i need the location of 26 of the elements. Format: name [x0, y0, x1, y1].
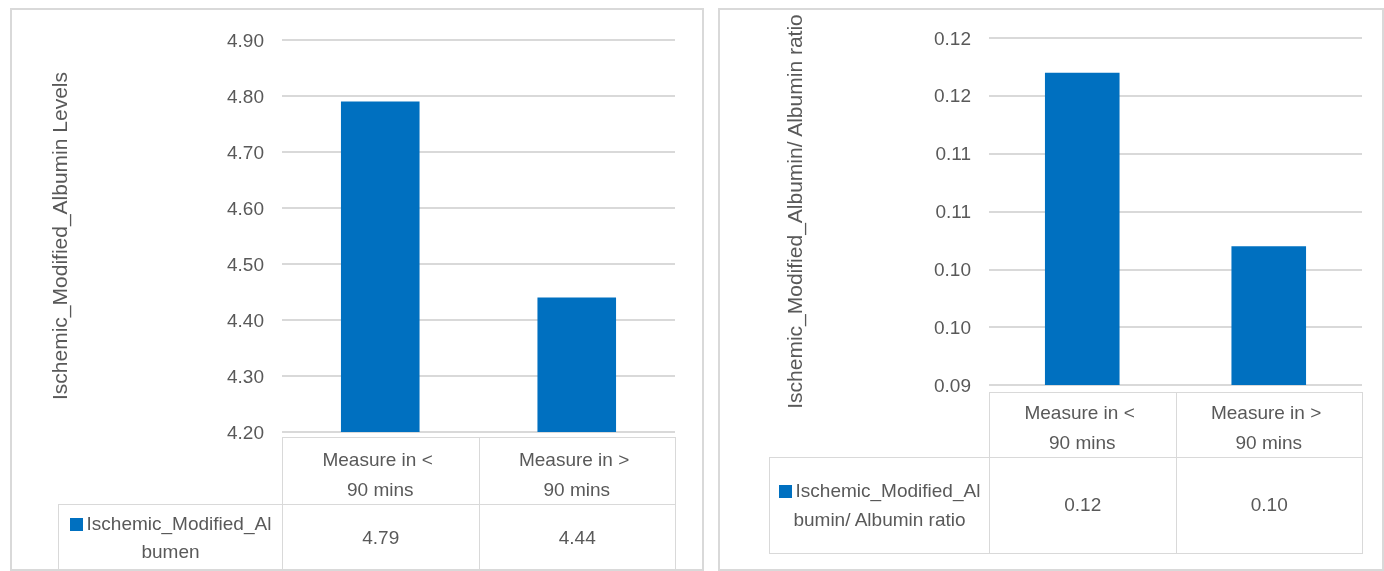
x-tick-label: Measure in > 90 mins — [1210, 401, 1327, 453]
legend-label: Ischemic_Modified_Albumen — [85, 511, 273, 564]
legend-label: Ischemic_Modified_Albumin/ Albumin ratio — [792, 479, 982, 532]
y-axis-title: Ischemic_Modified_Albumin/ Albumin ratio — [782, 14, 807, 409]
y-tick-label: 0.11 — [935, 143, 971, 165]
y-tick-label: 4.70 — [227, 141, 264, 163]
data-label: 0.10 — [1175, 457, 1363, 554]
y-tick-label: 4.50 — [227, 253, 264, 275]
y-tick-label: 0.12 — [934, 27, 971, 49]
data-label: 4.44 — [478, 504, 676, 571]
x-tick-label: Measure in < 90 mins — [1024, 401, 1141, 453]
y-tick-label: 4.90 — [227, 29, 264, 51]
y-tick-label: 0.10 — [934, 316, 971, 338]
y-tick-label: 0.12 — [934, 85, 971, 107]
y-tick-label: 4.20 — [227, 421, 264, 443]
y-tick-label: 4.40 — [227, 309, 264, 331]
y-tick-label: 0.09 — [934, 374, 971, 396]
y-tick-label: 0.10 — [934, 258, 971, 280]
y-axis-title: Ischemic_Modified_Albumin Levels — [47, 72, 72, 400]
y-tick-label: 0.11 — [935, 201, 971, 222]
x-tick-label: Measure in < 90 mins — [322, 448, 439, 500]
y-tick-label: 4.30 — [227, 365, 264, 387]
y-tick-label: 4.80 — [227, 85, 264, 107]
y-tick-label: 4.60 — [227, 197, 264, 219]
data-label: 4.79 — [282, 504, 480, 571]
x-tick-label: Measure in > 90 mins — [518, 448, 635, 500]
